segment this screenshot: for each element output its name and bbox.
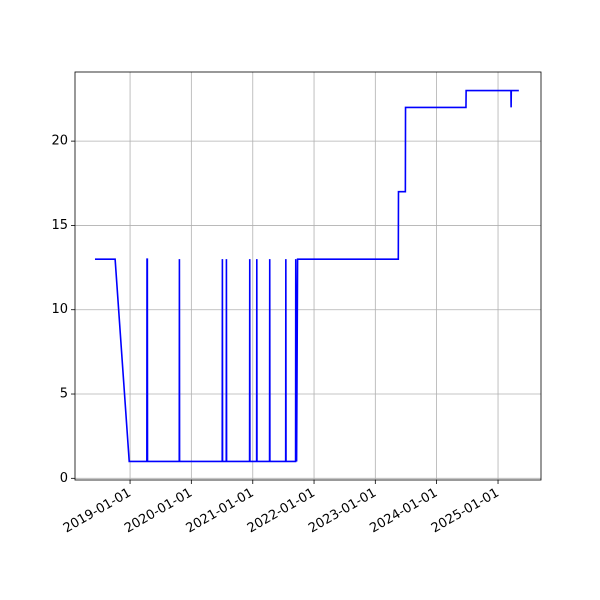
x-tick-label: 2025-01-01 bbox=[429, 486, 502, 537]
y-tick-label: 0 bbox=[60, 471, 68, 486]
y-tick-label: 20 bbox=[51, 134, 68, 149]
x-tick-label: 2021-01-01 bbox=[184, 486, 257, 537]
data-line bbox=[94, 89, 519, 463]
y-tick-label: 10 bbox=[51, 302, 68, 317]
x-tick-label: 2020-01-01 bbox=[122, 486, 195, 537]
y-tick-label: 15 bbox=[51, 218, 68, 233]
y-tick-label: 5 bbox=[60, 387, 68, 402]
x-tick-label: 2023-01-01 bbox=[306, 486, 379, 537]
x-tick-label: 2024-01-01 bbox=[367, 486, 440, 537]
x-tick-label: 2019-01-01 bbox=[61, 486, 134, 537]
x-tick-label: 2022-01-01 bbox=[245, 486, 318, 537]
plot-frame bbox=[74, 71, 542, 481]
